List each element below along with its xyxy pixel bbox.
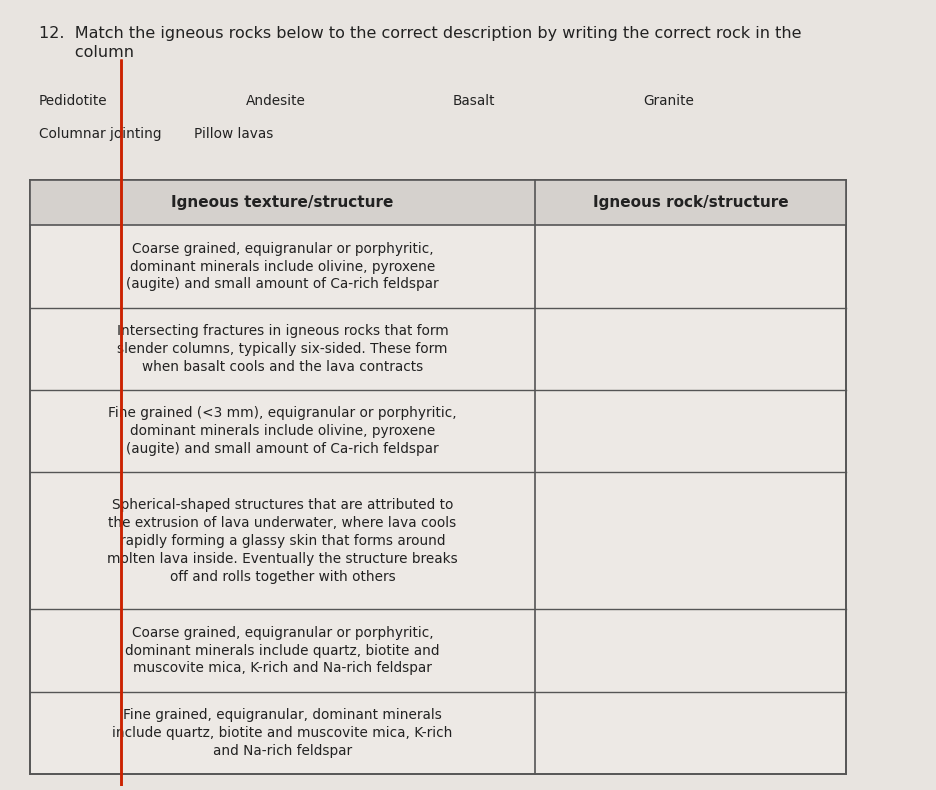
Text: Basalt: Basalt bbox=[453, 94, 495, 108]
Text: Igneous texture/structure: Igneous texture/structure bbox=[171, 195, 393, 210]
Text: Pillow lavas: Pillow lavas bbox=[194, 127, 273, 141]
Text: Coarse grained, equigranular or porphyritic,
dominant minerals include olivine, : Coarse grained, equigranular or porphyri… bbox=[126, 242, 438, 292]
Text: Granite: Granite bbox=[642, 94, 694, 108]
Text: Pedidotite: Pedidotite bbox=[38, 94, 108, 108]
Text: Spherical-shaped structures that are attributed to
the extrusion of lava underwa: Spherical-shaped structures that are att… bbox=[107, 498, 458, 584]
Text: Fine grained (<3 mm), equigranular or porphyritic,
dominant minerals include oli: Fine grained (<3 mm), equigranular or po… bbox=[109, 406, 457, 456]
Text: Coarse grained, equigranular or porphyritic,
dominant minerals include quartz, b: Coarse grained, equigranular or porphyri… bbox=[125, 626, 439, 675]
Bar bbox=[30, 180, 845, 774]
Text: Igneous rock/structure: Igneous rock/structure bbox=[592, 195, 787, 210]
Text: Fine grained, equigranular, dominant minerals
include quartz, biotite and muscov: Fine grained, equigranular, dominant min… bbox=[112, 708, 452, 758]
Bar bbox=[30, 180, 845, 225]
Text: 12.  Match the igneous rocks below to the correct description by writing the cor: 12. Match the igneous rocks below to the… bbox=[38, 26, 800, 41]
Text: Columnar jointing: Columnar jointing bbox=[38, 127, 161, 141]
Text: Andesite: Andesite bbox=[245, 94, 305, 108]
Text: Intersecting fractures in igneous rocks that form
slender columns, typically six: Intersecting fractures in igneous rocks … bbox=[117, 324, 448, 374]
Text: column: column bbox=[38, 45, 134, 60]
